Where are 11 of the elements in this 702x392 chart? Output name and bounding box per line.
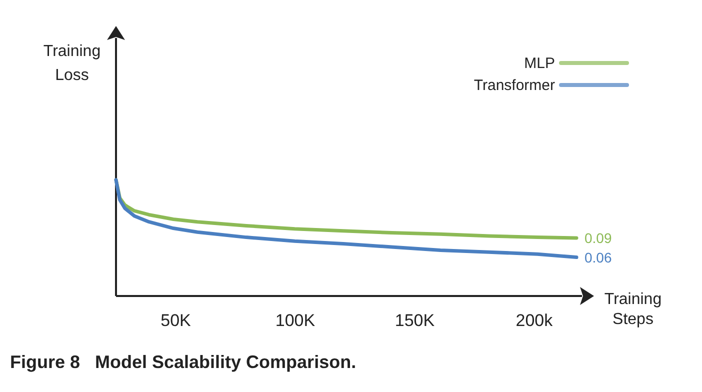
data-label: 0.09 [584, 230, 612, 246]
x-axis-title: Training Steps [604, 291, 662, 328]
legend-label: MLP [524, 55, 555, 72]
data-label: 0.06 [584, 249, 612, 266]
x-tick-label: 50K [160, 311, 192, 330]
y-axis-title: Training Loss [43, 43, 101, 84]
legend-label: Transformer [474, 77, 556, 94]
text: Figure 8 Model Scalability Comparison. [10, 352, 356, 372]
x-tick-label: 150K [394, 311, 436, 330]
x-tick-label: 200k [516, 311, 554, 330]
x-tick-label: 100K [275, 311, 316, 330]
